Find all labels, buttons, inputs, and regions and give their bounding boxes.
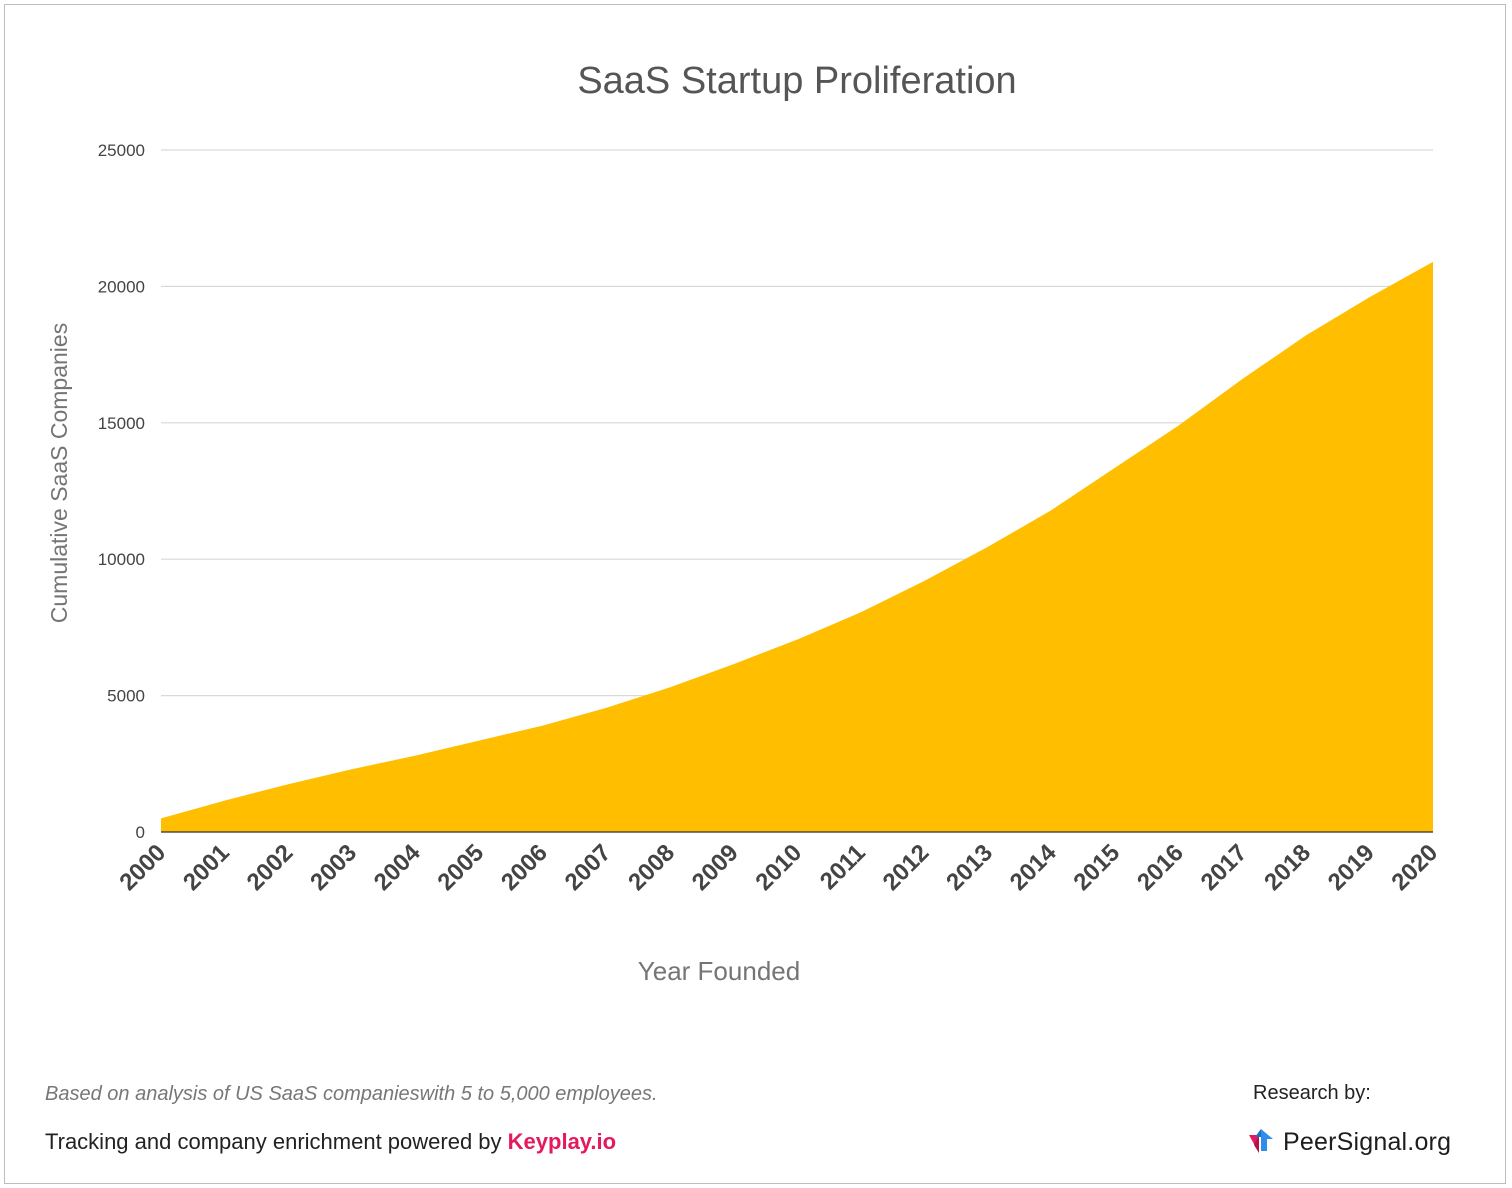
x-tick-label: 2000 [114,839,171,896]
x-tick-label: 2012 [878,839,935,896]
chart-title: SaaS Startup Proliferation [577,60,1016,102]
x-tick-label: 2019 [1323,839,1380,896]
x-tick-label: 2018 [1259,839,1316,896]
footnote: Based on analysis of US SaaS companieswi… [45,1083,658,1105]
x-tick-label: 2011 [815,839,871,895]
peersignal-logo: PeerSignal.org [1247,1125,1451,1159]
y-tick-label: 0 [136,823,145,842]
x-tick-label: 2007 [560,839,617,896]
x-tick-label: 2001 [178,839,235,896]
y-tick-label: 10000 [98,550,145,569]
area-series [161,261,1433,832]
x-tick-label: 2017 [1196,839,1253,896]
x-tick-label: 2013 [941,839,998,896]
x-tick-label: 2009 [687,839,744,896]
x-tick-label: 2005 [432,839,489,896]
y-tick-label: 20000 [98,277,145,296]
x-tick-label: 2020 [1386,839,1443,896]
x-tick-label: 2003 [305,839,362,896]
tracking-credit-text: Tracking and company enrichment powered … [45,1129,508,1154]
x-tick-label: 2004 [369,839,426,896]
peersignal-logo-icon [1249,1129,1273,1153]
x-tick-label: 2006 [496,839,553,896]
area-chart: SaaS Startup Proliferation 0 5000 10000 1500… [46,60,1443,986]
x-tick-label: 2016 [1132,839,1189,896]
y-tick-label: 5000 [107,687,145,706]
peersignal-logo-text: PeerSignal.org [1283,1127,1452,1156]
keyplay-link[interactable]: Keyplay.io [507,1129,617,1154]
y-axis-title: Cumulative SaaS Companies [46,323,72,623]
tracking-credit: Tracking and company enrichment powered … [45,1129,616,1155]
x-tick-label: 2015 [1068,839,1125,896]
x-tick-label: 2008 [623,839,680,896]
y-tick-label: 25000 [98,141,145,160]
x-axis-title: Year Founded [638,956,800,986]
chart-frame: SaaS Startup Proliferation 0 5000 10000 1500… [4,4,1506,1184]
x-tick-label: 2002 [242,839,299,896]
x-tick-label: 2014 [1005,839,1062,896]
research-by-label: Research by: [1253,1082,1371,1104]
x-tick-label: 2010 [750,839,807,896]
y-tick-label: 15000 [98,414,145,433]
